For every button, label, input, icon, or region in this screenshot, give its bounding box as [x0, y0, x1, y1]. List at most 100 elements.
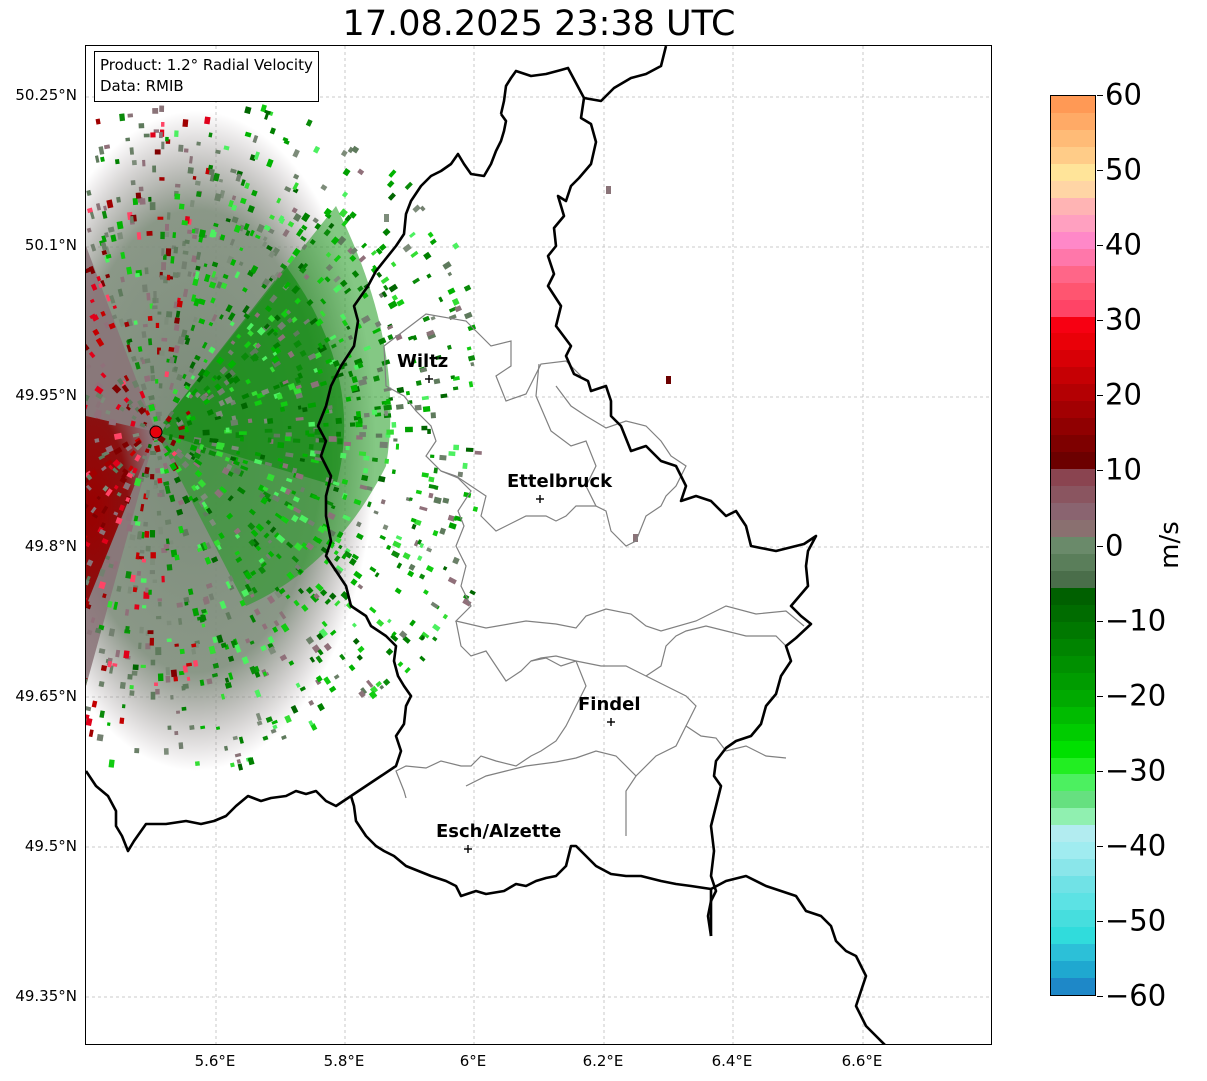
radar-echo-pixel	[207, 393, 215, 401]
radar-echo-pixel	[249, 229, 255, 237]
radar-echo-pixel	[109, 295, 116, 304]
radar-echo-pixel	[263, 418, 268, 424]
radar-echo-pixel	[144, 267, 149, 275]
radar-echo-pixel	[173, 324, 180, 331]
radar-echo-pixel	[215, 726, 221, 731]
radar-echo-pixel	[98, 568, 106, 577]
radar-echo-pixel	[208, 593, 215, 601]
radar-echo-pixel	[86, 227, 92, 233]
radar-echo-pixel	[382, 524, 389, 531]
radar-echo-pixel	[360, 687, 368, 695]
radar-echo-pixel	[132, 467, 138, 474]
radar-echo-pixel	[250, 353, 259, 362]
radar-echo-pixel	[269, 294, 278, 304]
radar-echo-pixel	[164, 371, 170, 378]
radar-echo-pixel	[433, 378, 441, 385]
radar-echo-pixel	[143, 591, 150, 599]
radar-echo-pixel	[140, 383, 147, 391]
radar-echo-pixel	[208, 168, 215, 176]
radar-echo-pixel	[222, 273, 229, 280]
radar-echo-pixel	[140, 578, 147, 583]
radar-echo-pixel	[317, 525, 326, 534]
radar-echo-pixel	[299, 686, 306, 692]
colorbar-tick	[1097, 95, 1103, 96]
radar-echo-pixel	[86, 706, 92, 712]
radar-echo-pixel	[240, 465, 249, 471]
radar-echo-pixel	[111, 384, 122, 394]
radar-echo-pixel	[150, 365, 155, 374]
radar-echo-pixel	[293, 339, 302, 349]
radar-echo-pixel	[333, 254, 342, 263]
radar-echo-pixel	[309, 317, 318, 326]
radar-echo-pixel	[178, 435, 185, 440]
radar-echo-pixel	[185, 391, 193, 399]
radar-echo-pixel	[256, 720, 263, 726]
radar-echo-pixel	[192, 277, 199, 287]
radar-echo-pixel	[86, 393, 90, 402]
lat-label-49-95: 49.95°N	[15, 386, 77, 404]
radar-echo-pixel	[119, 113, 126, 122]
radar-echo-pixel	[287, 425, 292, 430]
radar-echo-pixel	[378, 337, 387, 345]
radar-echo-pixel	[129, 685, 134, 690]
radar-echo-pixel	[178, 144, 184, 152]
colorbar-stripe	[1051, 520, 1095, 538]
colorbar-stripe	[1051, 638, 1095, 657]
radar-echo-pixel	[193, 451, 202, 460]
radar-echo-pixel	[262, 236, 268, 242]
radar-echo-pixel	[148, 395, 155, 401]
colorbar-stripe	[1051, 757, 1095, 776]
radar-echo-pixel	[355, 521, 362, 528]
radar-echo-pixel	[606, 186, 611, 194]
radar-echo-pixel	[133, 320, 138, 325]
radar-echo-pixel	[358, 451, 367, 457]
radar-echo-pixel	[335, 417, 342, 424]
radar-echo-pixel	[292, 247, 301, 257]
radar-echo-pixel	[182, 373, 187, 380]
radar-echo-pixel	[405, 426, 413, 433]
radar-echo-pixel	[239, 599, 246, 607]
radar-echo-pixel	[166, 212, 171, 220]
radar-echo-pixel	[153, 129, 160, 133]
colorbar-tick-label: −20	[1105, 678, 1167, 713]
radar-echo-pixel	[184, 426, 189, 433]
radar-echo-pixel	[250, 265, 259, 274]
radar-echo-pixel	[419, 655, 426, 662]
radar-echo-pixel	[121, 402, 128, 409]
radar-map[interactable]	[85, 45, 992, 1045]
radar-echo-pixel	[200, 493, 209, 501]
radar-echo-pixel	[105, 488, 113, 497]
radar-echo-pixel	[291, 207, 298, 214]
radar-echo-pixel	[462, 462, 468, 470]
radar-echo-pixel	[293, 386, 302, 395]
radar-echo-pixel	[396, 299, 405, 307]
radar-echo-pixel	[379, 243, 387, 252]
radar-echo-pixel	[285, 452, 294, 458]
radar-echo-pixel	[133, 441, 143, 451]
radar-echo-pixel	[184, 384, 191, 391]
radar-echo-pixel	[230, 340, 236, 346]
radar-echo-pixel	[126, 266, 133, 275]
radar-echo-pixel	[280, 263, 288, 270]
radar-echo-pixel	[134, 747, 140, 754]
radar-echo-pixel	[172, 388, 179, 395]
radar-echo-pixel	[146, 292, 151, 301]
radar-echo-pixel	[287, 220, 295, 228]
radar-echo-pixel	[306, 299, 314, 307]
radar-echo-pixel	[283, 139, 290, 145]
radar-echo-pixel	[402, 552, 411, 560]
radar-echo-pixel	[293, 213, 302, 222]
radar-echo-pixel	[100, 522, 106, 529]
colorbar-stripe	[1051, 265, 1095, 284]
radar-echo-pixel	[144, 448, 150, 454]
colorbar-stripe	[1051, 214, 1095, 233]
radar-echo-pixel	[136, 232, 142, 240]
radar-echo-pixel	[214, 383, 222, 391]
radar-echo-pixel	[103, 205, 108, 211]
radar-echo-pixel	[391, 631, 397, 637]
radar-echo-pixel	[152, 107, 159, 114]
radar-echo-pixel	[462, 598, 472, 607]
radar-echo-pixel	[109, 665, 114, 674]
city-markers	[425, 375, 615, 853]
radar-echo-pixel	[265, 519, 272, 526]
